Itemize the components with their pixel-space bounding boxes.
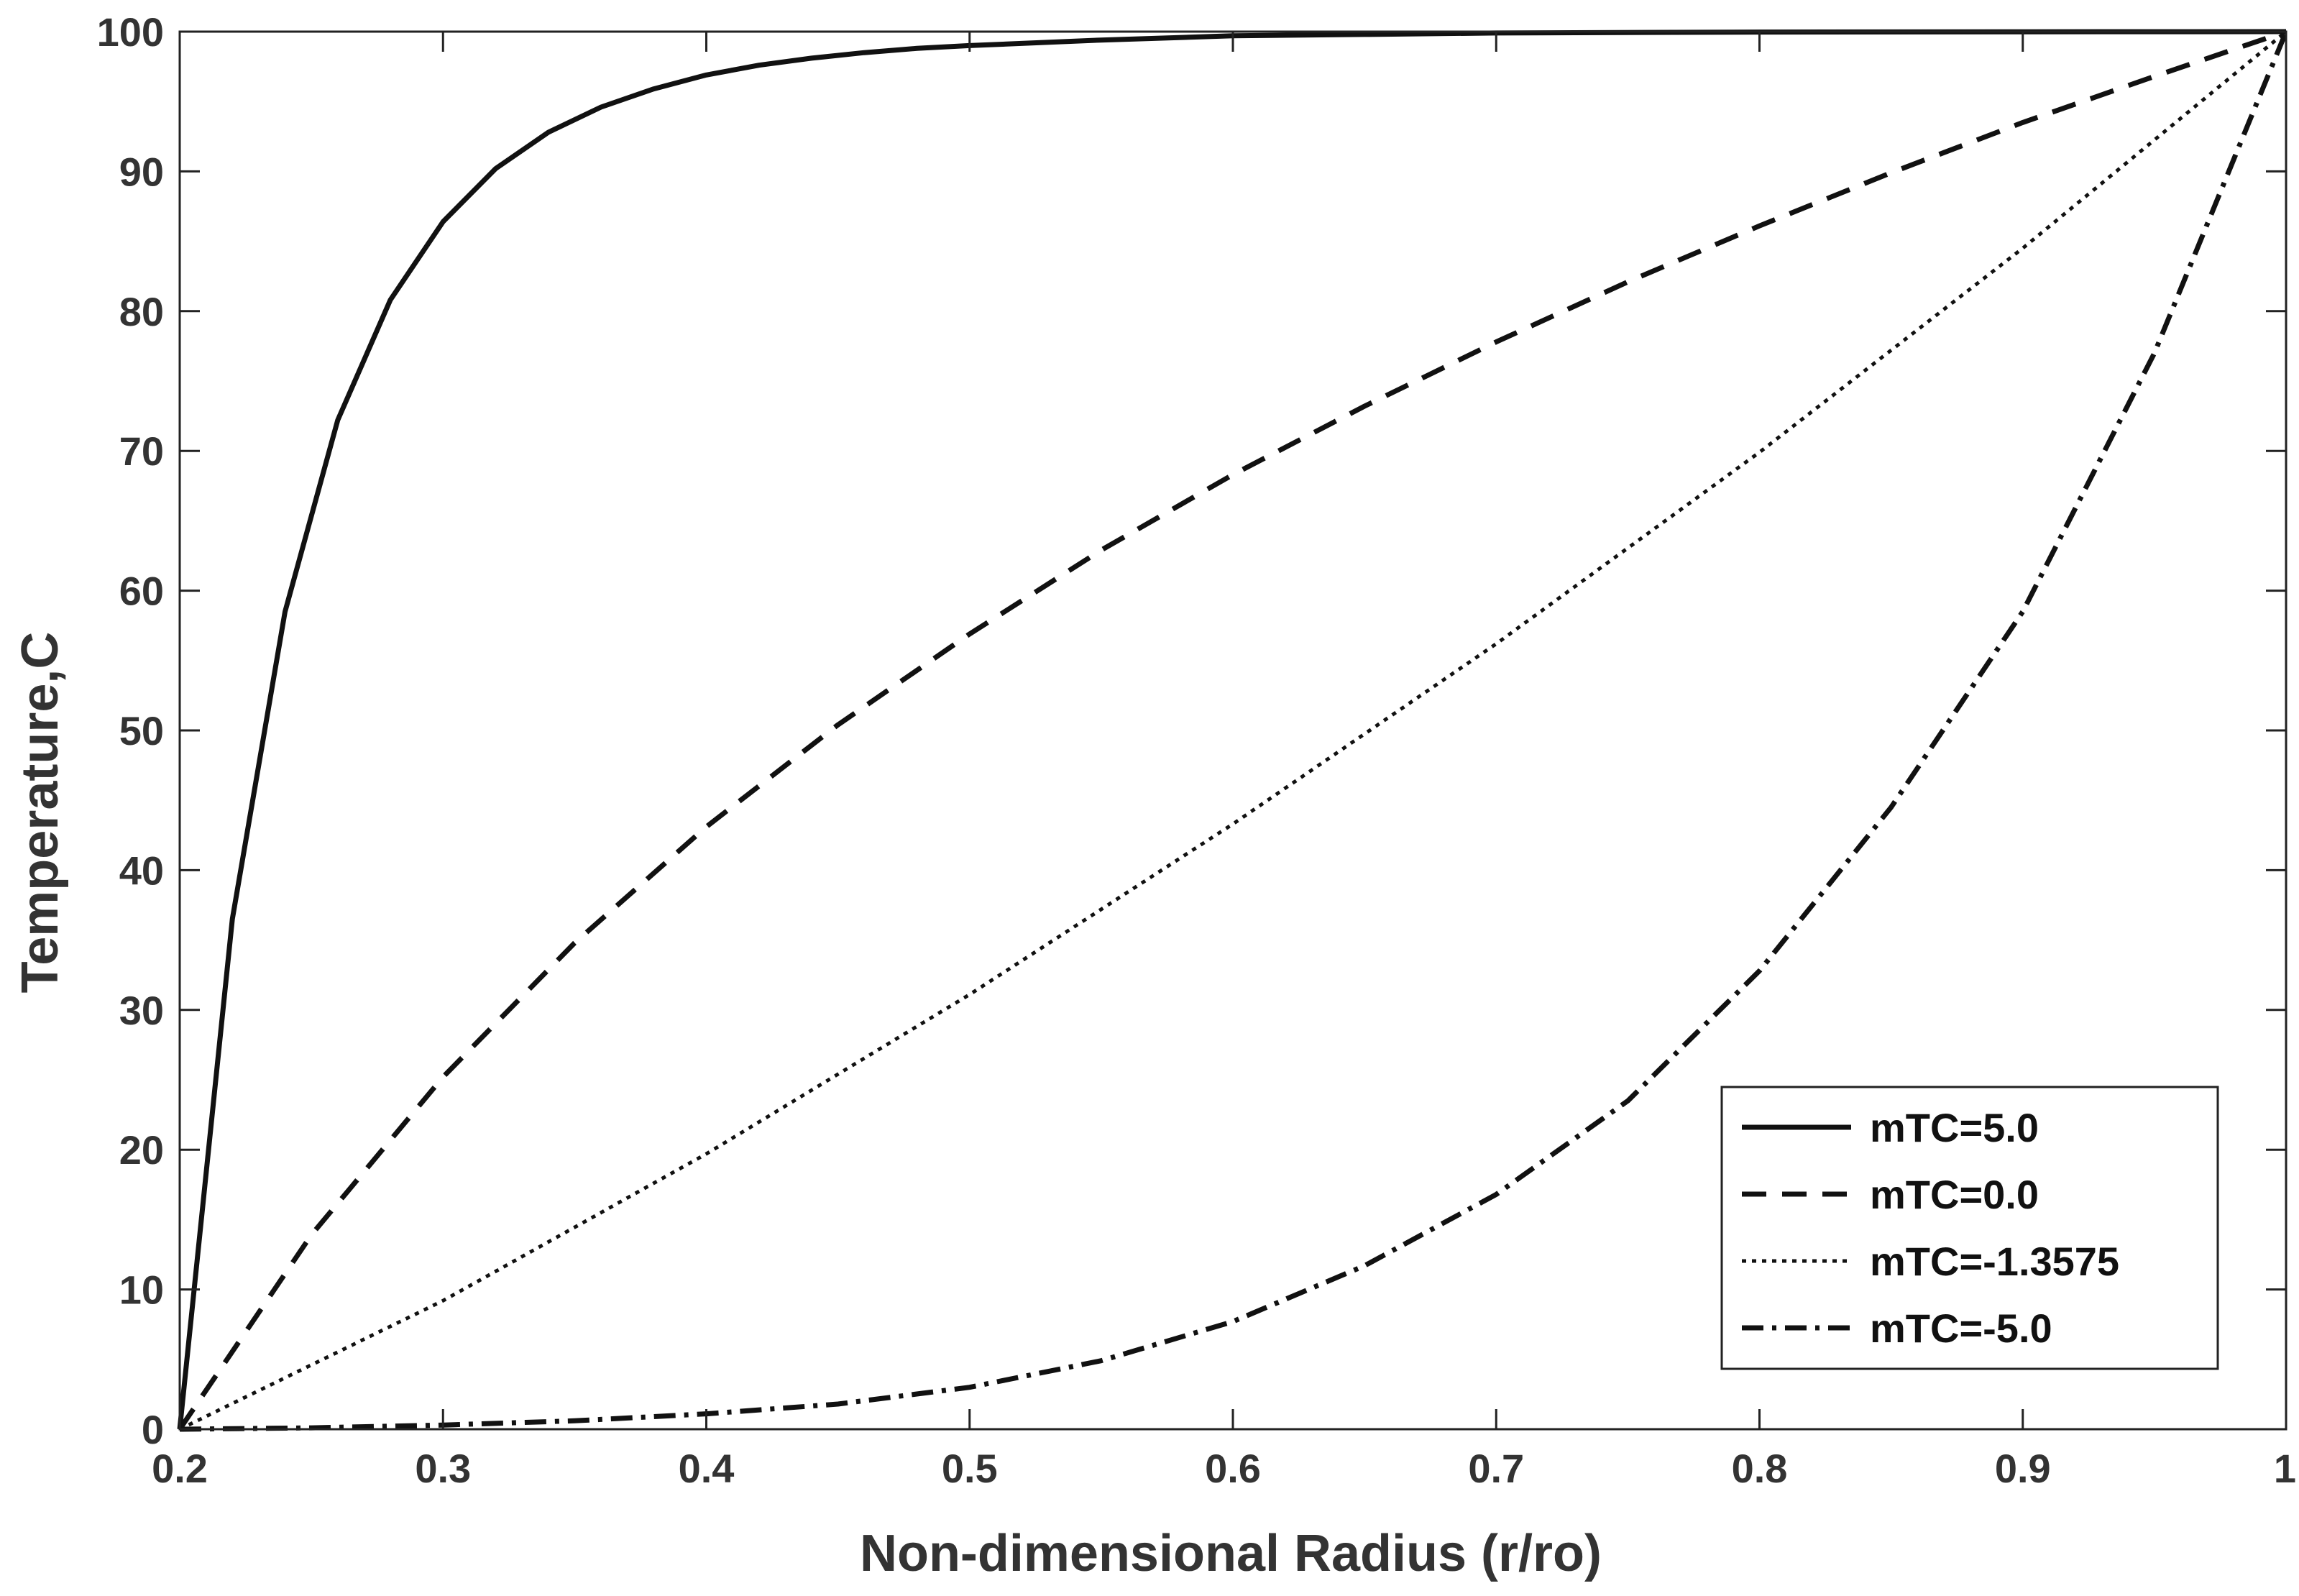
series-line [178, 29, 2287, 1431]
series-line [178, 30, 2287, 1431]
x-tick-label: 0.3 [415, 1446, 471, 1491]
y-tick-label: 40 [119, 848, 164, 893]
plot-area [177, 29, 2289, 1432]
legend: mTC=5.0 mTC=0.0 mTC=-1.3575 mTC=-5.0 [1720, 1086, 2219, 1370]
x-tick-label: 0.7 [1468, 1446, 1524, 1491]
y-tick-label: 30 [119, 988, 164, 1033]
series-line [179, 30, 2289, 1432]
legend-label: mTC=5.0 [1870, 1105, 2039, 1150]
legend-label: mTC=-1.3575 [1870, 1239, 2119, 1284]
y-tick-label: 80 [119, 289, 164, 334]
y-axis-title: Temperature,C [12, 632, 69, 994]
y-tick-label: 20 [119, 1127, 164, 1173]
axes: 0.2 0.3 0.4 0.5 0.6 0.7 0.8 0.9 1010203040506070… [97, 9, 2296, 1491]
legend-box [1720, 1086, 2219, 1370]
y-tick-label: 0 [142, 1407, 164, 1452]
y-tick-label: 90 [119, 149, 164, 194]
x-tick-label: 0.2 [152, 1446, 208, 1491]
x-tick-label: 0.6 [1205, 1446, 1261, 1491]
y-tick-label: 60 [119, 569, 164, 614]
y-tick-label: 100 [97, 9, 164, 55]
x-tick-label: 0.4 [679, 1446, 735, 1491]
x-axis-title: Non-dimensional Radius (r/ro) [860, 1525, 1602, 1582]
x-tick-label: 0.9 [1995, 1446, 2051, 1491]
x-tick-label: 0.8 [1732, 1446, 1788, 1491]
x-tick-label: 0.5 [942, 1446, 998, 1491]
y-tick-label: 70 [119, 428, 164, 474]
legend-label: mTC=0.0 [1870, 1172, 2039, 1217]
y-tick-label: 10 [119, 1267, 164, 1313]
series-line [177, 29, 2287, 1430]
x-tick-label: 1 [2274, 1446, 2296, 1491]
legend-label: mTC=-5.0 [1870, 1306, 2052, 1351]
y-tick-label: 50 [119, 708, 164, 753]
